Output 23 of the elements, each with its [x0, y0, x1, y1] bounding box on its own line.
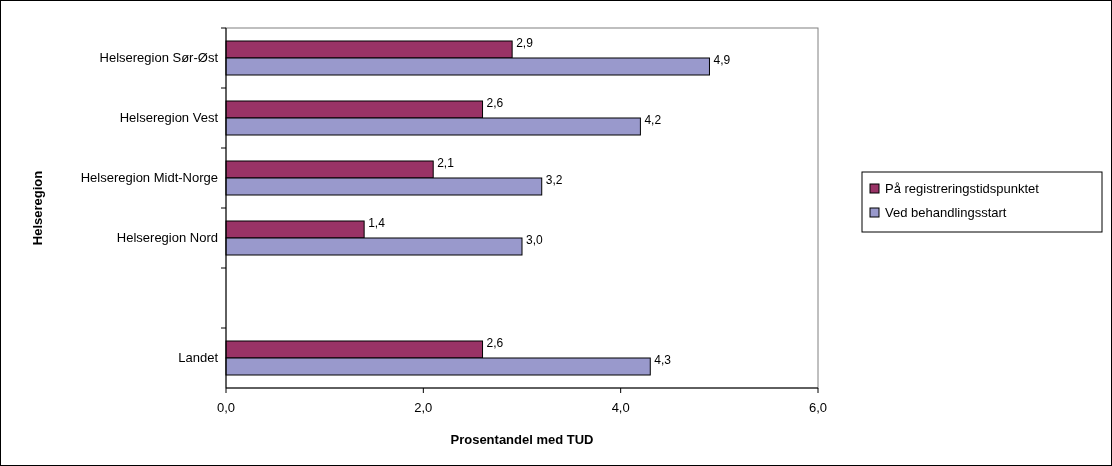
data-label: 3,2: [545, 172, 563, 187]
x-tick-label: 6,0: [808, 400, 828, 415]
y-axis-title: Helseregion: [30, 170, 45, 246]
data-label: 4,2: [644, 112, 662, 127]
x-tick-label: 2,0: [414, 400, 433, 415]
legend-label: På registreringstidspunktet: [885, 181, 1040, 196]
x-axis-title: Prosentandel med TUD: [450, 432, 594, 447]
data-label: 4,3: [654, 352, 672, 367]
x-tick-label: 4,0: [611, 400, 630, 415]
y-tick-label: Landet: [178, 350, 219, 365]
data-label: 2,9: [516, 35, 534, 50]
x-tick-label: 0,0: [216, 400, 236, 415]
data-label: 4,9: [713, 52, 731, 67]
y-tick-label: Helseregion Vest: [119, 110, 219, 125]
y-tick-label: Helseregion Nord: [116, 230, 218, 245]
data-label: 2,1: [437, 155, 455, 170]
y-tick-label: Helseregion Midt-Norge: [80, 170, 218, 185]
legend-label: Ved behandlingsstart: [885, 205, 1007, 220]
data-label: 2,6: [486, 95, 504, 110]
data-label: 1,4: [368, 215, 386, 230]
data-label: 3,0: [526, 232, 544, 247]
y-tick-label: Helseregion Sør-Øst: [99, 50, 219, 65]
data-label: 2,6: [486, 335, 504, 350]
